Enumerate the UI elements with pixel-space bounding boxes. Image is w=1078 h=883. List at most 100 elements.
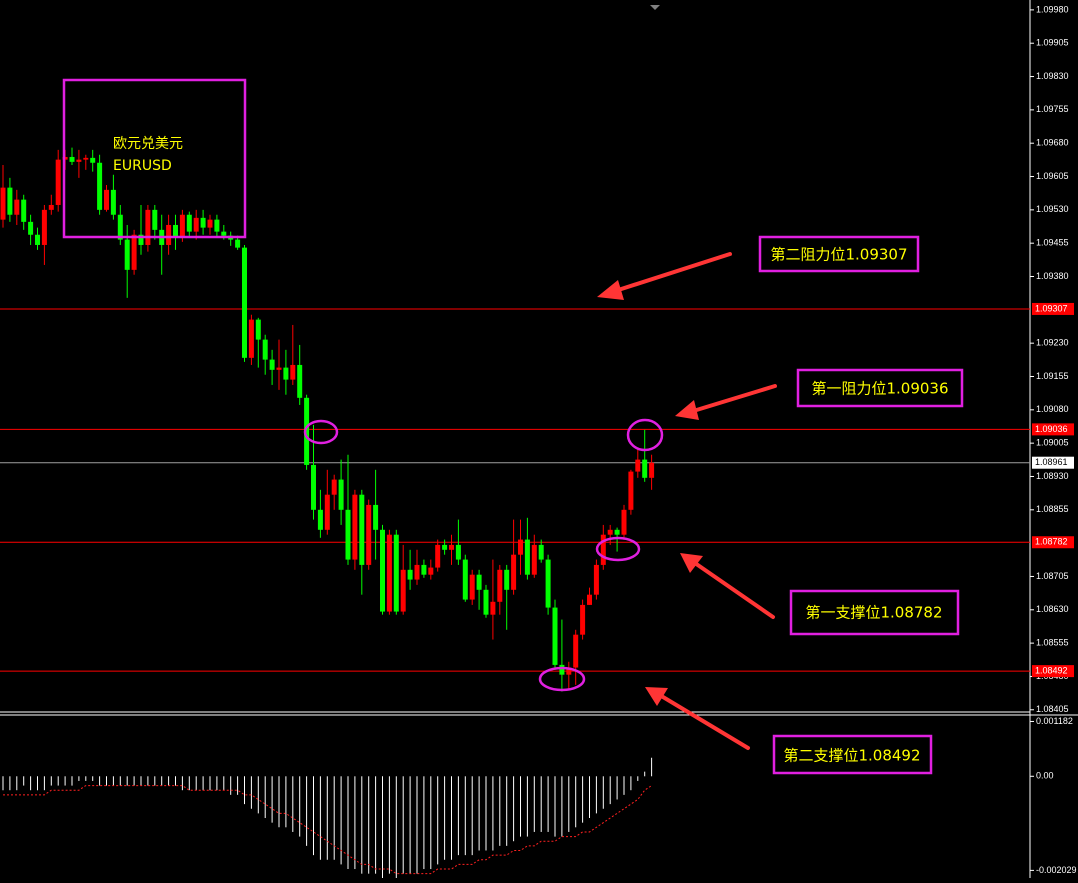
- candle-body: [131, 234, 137, 270]
- annotation: 第二支撑位1.08492: [783, 747, 920, 765]
- candle-body: [90, 157, 96, 163]
- candle-body: [186, 214, 192, 232]
- candle-body: [573, 634, 579, 668]
- candle-body: [366, 504, 372, 565]
- annotation: 第一阻力位1.09036: [811, 380, 948, 398]
- candle-body: [649, 462, 655, 478]
- candle-body: [193, 217, 199, 232]
- candle-body: [511, 554, 517, 590]
- annotation: 第二阻力位1.09307: [770, 246, 907, 264]
- y-tick-label: 1.09605: [1036, 171, 1069, 181]
- symbol-name: 欧元兑美元: [113, 136, 183, 152]
- level-label: 1.08492: [1035, 665, 1068, 675]
- y-tick-label: 1.08555: [1036, 637, 1069, 647]
- arrow-head: [675, 400, 699, 420]
- level-label: 1.09036: [1035, 424, 1068, 434]
- arrow: [690, 559, 775, 619]
- candle-body: [490, 601, 496, 615]
- highlight-circle: [595, 536, 641, 562]
- annotation-box: [789, 589, 960, 636]
- candle-body: [152, 209, 158, 230]
- last-price-box: [1032, 456, 1074, 469]
- candle-body: [345, 509, 351, 560]
- candle-body: [531, 544, 537, 575]
- candle-body: [483, 589, 489, 615]
- annotations: 欧元兑美元 EURUSD 第二阻力位1.09307 第一阻力位1.09036 第…: [62, 78, 964, 775]
- y-tick-label: 1.08405: [1036, 704, 1069, 714]
- y-tick-label: 1.09230: [1036, 338, 1069, 348]
- y-tick-label: 1.09980: [1036, 4, 1069, 14]
- arrow-head: [597, 280, 624, 300]
- candle-body: [124, 239, 130, 270]
- candle-body: [455, 544, 461, 560]
- level-label: 1.08782: [1035, 537, 1068, 547]
- candle-body: [642, 459, 648, 478]
- candle-body: [435, 544, 441, 568]
- y-tick-label: 1.09380: [1036, 271, 1069, 281]
- candle-body: [55, 159, 61, 205]
- candle-body: [97, 162, 103, 210]
- y-tick-label: 0.001182: [1036, 716, 1073, 726]
- candle-body: [552, 607, 558, 665]
- y-tick-label: 1.08705: [1036, 571, 1069, 581]
- y-tick-label: 1.08930: [1036, 471, 1069, 481]
- y-tick-label: 1.09680: [1036, 138, 1069, 148]
- annotation: 第一支撑位1.08782: [805, 604, 942, 622]
- candle-body: [173, 224, 178, 238]
- candle-body: [380, 529, 385, 612]
- annotation-box: [758, 235, 920, 273]
- y-tick-label: 1.09755: [1036, 104, 1069, 114]
- candle-body: [614, 529, 620, 535]
- candle-body: [580, 604, 586, 635]
- level-label-box: [1032, 423, 1074, 436]
- candle-body: [290, 364, 296, 380]
- candle-body: [110, 189, 116, 215]
- candle-body: [421, 564, 427, 575]
- candle-body: [442, 544, 448, 550]
- candle-body: [214, 219, 220, 232]
- symbol-box: [62, 78, 247, 239]
- candle-body: [179, 214, 185, 238]
- candle-body: [145, 209, 151, 245]
- candle-body: [359, 494, 365, 565]
- candle-body: [14, 199, 20, 215]
- y-tick-label: 1.09155: [1036, 371, 1069, 381]
- candle-body: [635, 459, 641, 472]
- candle-body: [276, 367, 282, 370]
- candle-body: [41, 209, 47, 245]
- candle-body: [200, 217, 206, 228]
- y-tick-label: -0.002029: [1036, 865, 1077, 875]
- candle-body: [21, 199, 27, 222]
- y-tick-label: 1.09080: [1036, 404, 1069, 414]
- candle-body: [324, 494, 330, 530]
- candle-body: [393, 534, 399, 612]
- y-tick-label: 1.09455: [1036, 238, 1069, 248]
- candle-body: [28, 221, 34, 235]
- candle-body: [242, 247, 247, 358]
- candle-body: [317, 509, 323, 530]
- annotation-box: [772, 734, 933, 775]
- candle-body: [138, 234, 144, 245]
- arrow-head: [680, 553, 703, 573]
- arrow: [688, 384, 777, 414]
- candle-body: [524, 539, 530, 575]
- marks: 1.09980 1.09905 1.09830 1.09755 1.09680 1.096…: [0, 4, 1077, 879]
- candle-body: [48, 204, 54, 210]
- level-label-box: [1032, 536, 1074, 549]
- y-tick-label: 1.09830: [1036, 71, 1069, 81]
- candle-body: [83, 157, 89, 160]
- candle-body: [207, 219, 213, 228]
- candle-body: [559, 664, 565, 675]
- y-tick-label: 1.09005: [1036, 438, 1069, 448]
- candle-body: [504, 569, 510, 590]
- candle-body: [262, 339, 268, 360]
- arrow: [610, 252, 732, 294]
- candle-body: [414, 564, 420, 580]
- candle-body: [449, 544, 454, 550]
- arrow: [656, 692, 750, 750]
- candle-body: [117, 214, 123, 240]
- candle-body: [304, 397, 310, 465]
- annotation-box: [796, 368, 964, 408]
- candle-body: [628, 471, 634, 510]
